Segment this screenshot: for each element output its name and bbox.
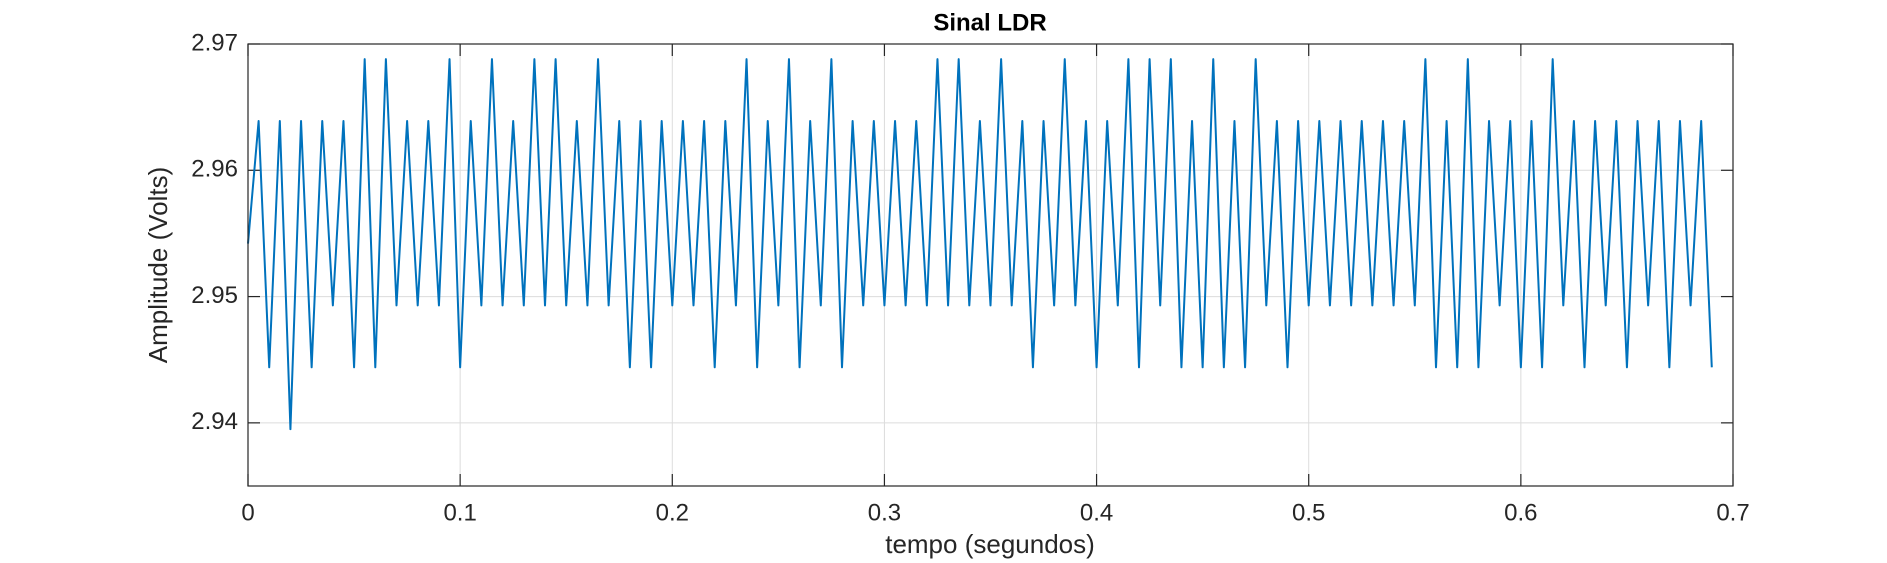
x-tick-label: 0.6 [1504,499,1537,526]
chart-title: Sinal LDR [933,9,1046,36]
x-tick-label: 0.7 [1716,499,1749,526]
x-tick-label: 0.1 [443,499,476,526]
y-tick-label: 2.94 [191,408,238,435]
x-tick-label: 0.4 [1080,499,1113,526]
x-tick-label: 0.5 [1292,499,1325,526]
y-tick-label: 2.96 [191,156,238,183]
x-axis-label: tempo (segundos) [885,529,1095,559]
axes-box [247,43,1734,487]
plot-area [248,44,1733,486]
x-tick-label: 0.3 [868,499,901,526]
data-line [247,58,1713,431]
x-tick-label: 0 [241,499,254,526]
y-tick-label: 2.97 [191,29,238,56]
y-axis-label: Amplitude (Volts) [143,167,173,364]
x-tick-label: 0.2 [656,499,689,526]
y-tick-label: 2.95 [191,282,238,309]
